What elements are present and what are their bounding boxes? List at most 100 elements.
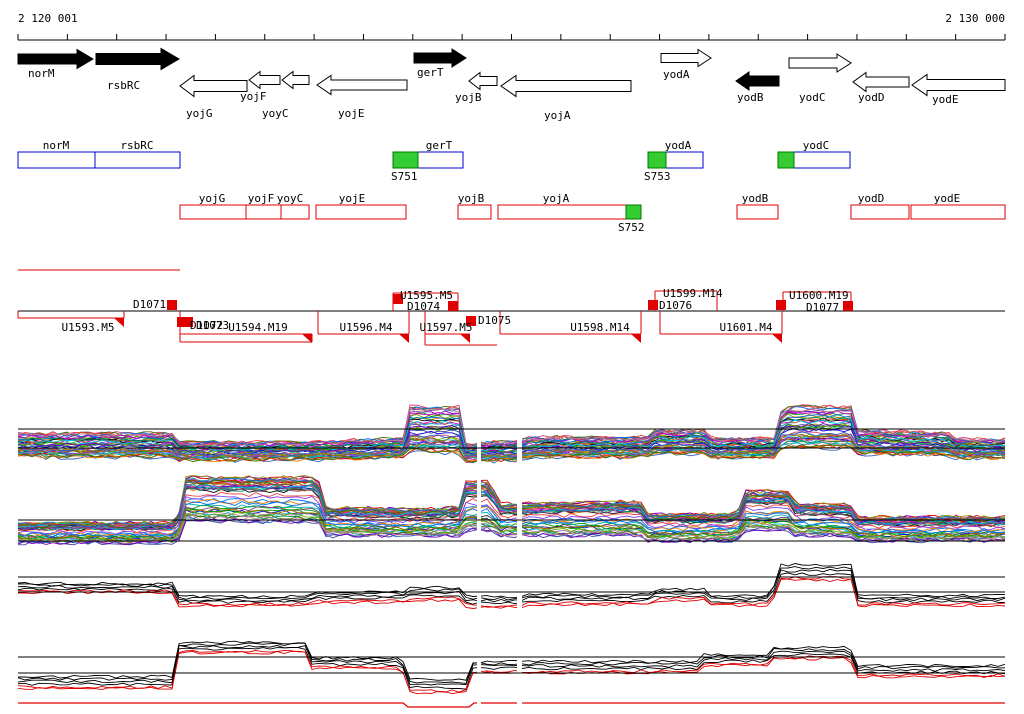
segment-label-D1076[interactable]: D1076 — [659, 299, 692, 312]
gene-arrow-yojA[interactable] — [500, 74, 632, 98]
breakpoint-marker[interactable] — [448, 301, 458, 311]
gene-label-yodA[interactable]: yodA — [663, 68, 690, 81]
transcript-yodE-box[interactable] — [910, 204, 1006, 220]
gene-label-yoyC[interactable]: yoyC — [262, 107, 289, 120]
transcript-yojB[interactable]: yojB — [457, 192, 492, 220]
transcript-yodD[interactable]: yodD — [850, 192, 910, 220]
gene-label-rsbRC[interactable]: rsbRC — [107, 79, 140, 92]
transcript-label-yojG[interactable]: yojG — [199, 192, 226, 205]
transcript-yodB[interactable]: yodB — [736, 192, 779, 220]
gene-arrow-yodD[interactable] — [852, 71, 910, 93]
transcript-norM-rsbRC[interactable]: norM rsbRC — [17, 139, 181, 169]
transcript-yodA[interactable]: yodA S753 — [644, 139, 704, 183]
gene-arrow-yojG[interactable] — [179, 74, 248, 98]
gene-arrow-yojE[interactable] — [316, 74, 408, 96]
transcript-label-yodC[interactable]: yodC — [803, 139, 830, 152]
transcript-yojG-box[interactable] — [179, 204, 247, 220]
transcript-yoyC-box[interactable] — [280, 204, 310, 220]
transcript-label-yojB[interactable]: yojB — [458, 192, 485, 205]
gene-label-yodC[interactable]: yodC — [799, 91, 826, 104]
transcript-label-norM[interactable]: norM — [43, 139, 70, 152]
gene-arrow-yodC[interactable] — [788, 53, 852, 73]
gene-label-yojB[interactable]: yojB — [455, 91, 482, 104]
transcript-label-yojE[interactable]: yojE — [339, 192, 366, 205]
gene-yojG[interactable]: yojG — [179, 74, 248, 121]
transcript-yodC[interactable]: yodC — [777, 139, 851, 169]
transcript-yojF[interactable]: yojF — [245, 192, 282, 220]
transcript-label-rsbRC[interactable]: rsbRC — [120, 139, 153, 152]
segment-label-D1075[interactable]: D1075 — [478, 314, 511, 327]
gene-yodB[interactable]: yodB — [735, 71, 780, 104]
gene-label-yojF[interactable]: yojF — [240, 90, 267, 103]
segment-label-U1594.M19[interactable]: U1594.M19 — [228, 321, 288, 334]
transcript-label-yojA[interactable]: yojA — [543, 192, 570, 205]
segment-label-U1593.M5[interactable]: U1593.M5 — [62, 321, 115, 334]
gene-label-yojG[interactable]: yojG — [186, 107, 213, 120]
gene-yodA[interactable]: yodA — [660, 48, 712, 82]
transcript-yojB-box[interactable] — [457, 204, 492, 220]
sigma-site-marker[interactable] — [392, 151, 419, 169]
gene-label-yojE[interactable]: yojE — [338, 107, 365, 120]
gene-gerT[interactable]: gerT — [413, 48, 467, 79]
transcript-norM-rsbRC-box[interactable] — [17, 151, 181, 169]
segment-label-U1600.M19[interactable]: U1600.M19 — [789, 289, 849, 302]
breakpoint-marker[interactable] — [393, 294, 403, 304]
gene-label-yodE[interactable]: yodE — [932, 93, 959, 106]
transcript-label-yodD[interactable]: yodD — [858, 192, 885, 205]
gene-arrow-norM[interactable] — [17, 48, 94, 70]
transcript-yojG[interactable]: yojG — [179, 192, 247, 220]
breakpoint-marker[interactable] — [776, 300, 786, 310]
transcript-label-yoyC[interactable]: yoyC — [277, 192, 304, 205]
segment-label-U1597.M5[interactable]: U1597.M5 — [420, 321, 473, 334]
transcript-yojA[interactable]: yojA S752 — [497, 192, 645, 234]
breakpoint-marker[interactable] — [183, 317, 193, 327]
breakpoint-marker[interactable] — [466, 316, 476, 326]
segment-label-U1595.M5[interactable]: U1595.M5 — [400, 289, 453, 302]
gene-arrow-yodB[interactable] — [735, 71, 780, 91]
gene-yodE[interactable]: yodE — [911, 73, 1006, 107]
gene-arrow-rsbRC[interactable] — [95, 47, 180, 71]
gene-arrow-yojF[interactable] — [248, 70, 281, 90]
transcript-yojE-box[interactable] — [315, 204, 407, 220]
gene-norM[interactable]: norM — [17, 48, 94, 81]
breakpoint-marker[interactable] — [167, 300, 177, 310]
gene-label-gerT[interactable]: gerT — [417, 66, 444, 79]
sigma-site-marker[interactable] — [647, 151, 667, 169]
site-label-S753[interactable]: S753 — [644, 170, 671, 183]
breakpoint-marker[interactable] — [177, 317, 187, 327]
segment-label-D1071[interactable]: D1071 — [133, 298, 166, 311]
transcript-yojF-box[interactable] — [245, 204, 282, 220]
gene-yojF[interactable]: yojF — [240, 70, 281, 104]
gene-label-norM[interactable]: norM — [28, 67, 55, 80]
gene-arrow-yodE[interactable] — [911, 73, 1006, 97]
site-label-S751[interactable]: S751 — [391, 170, 418, 183]
breakpoint-marker[interactable] — [648, 300, 658, 310]
segment-label-U1599.M14[interactable]: U1599.M14 — [663, 287, 723, 300]
transcript-yodB-box[interactable] — [736, 204, 779, 220]
gene-yojB[interactable]: yojB — [455, 71, 498, 105]
transcript-label-yodE[interactable]: yodE — [934, 192, 961, 205]
gene-yodC[interactable]: yodC — [788, 53, 852, 104]
breakpoint-marker[interactable] — [843, 301, 853, 311]
site-label-S752[interactable]: S752 — [618, 221, 645, 234]
transcript-gerT[interactable]: gerT S751 — [391, 139, 464, 183]
transcript-yojE[interactable]: yojE — [315, 192, 407, 220]
segment-label-D1072[interactable]: D1072 — [190, 319, 223, 332]
transcript-yodD-box[interactable] — [850, 204, 910, 220]
gene-yojA[interactable]: yojA — [500, 74, 632, 123]
transcript-label-yojF[interactable]: yojF — [248, 192, 275, 205]
transcript-yoyC[interactable]: yoyC — [277, 192, 310, 220]
gene-yodD[interactable]: yodD — [852, 71, 910, 105]
sigma-site-marker[interactable] — [625, 204, 642, 220]
segment-label-U1601.M4[interactable]: U1601.M4 — [720, 321, 773, 334]
transcript-label-yodB[interactable]: yodB — [742, 192, 769, 205]
gene-arrow-yojB[interactable] — [468, 71, 498, 91]
gene-arrow-yoyC[interactable] — [281, 70, 310, 90]
segment-label-U1598.M14[interactable]: U1598.M14 — [570, 321, 630, 334]
gene-yoyC[interactable]: yoyC — [262, 70, 310, 121]
gene-rsbRC[interactable]: rsbRC — [95, 47, 180, 93]
sigma-site-marker[interactable] — [777, 151, 795, 169]
transcript-label-yodA[interactable]: yodA — [665, 139, 692, 152]
gene-yojE[interactable]: yojE — [316, 74, 408, 121]
segment-label-D1074[interactable]: D1074 — [407, 300, 440, 313]
